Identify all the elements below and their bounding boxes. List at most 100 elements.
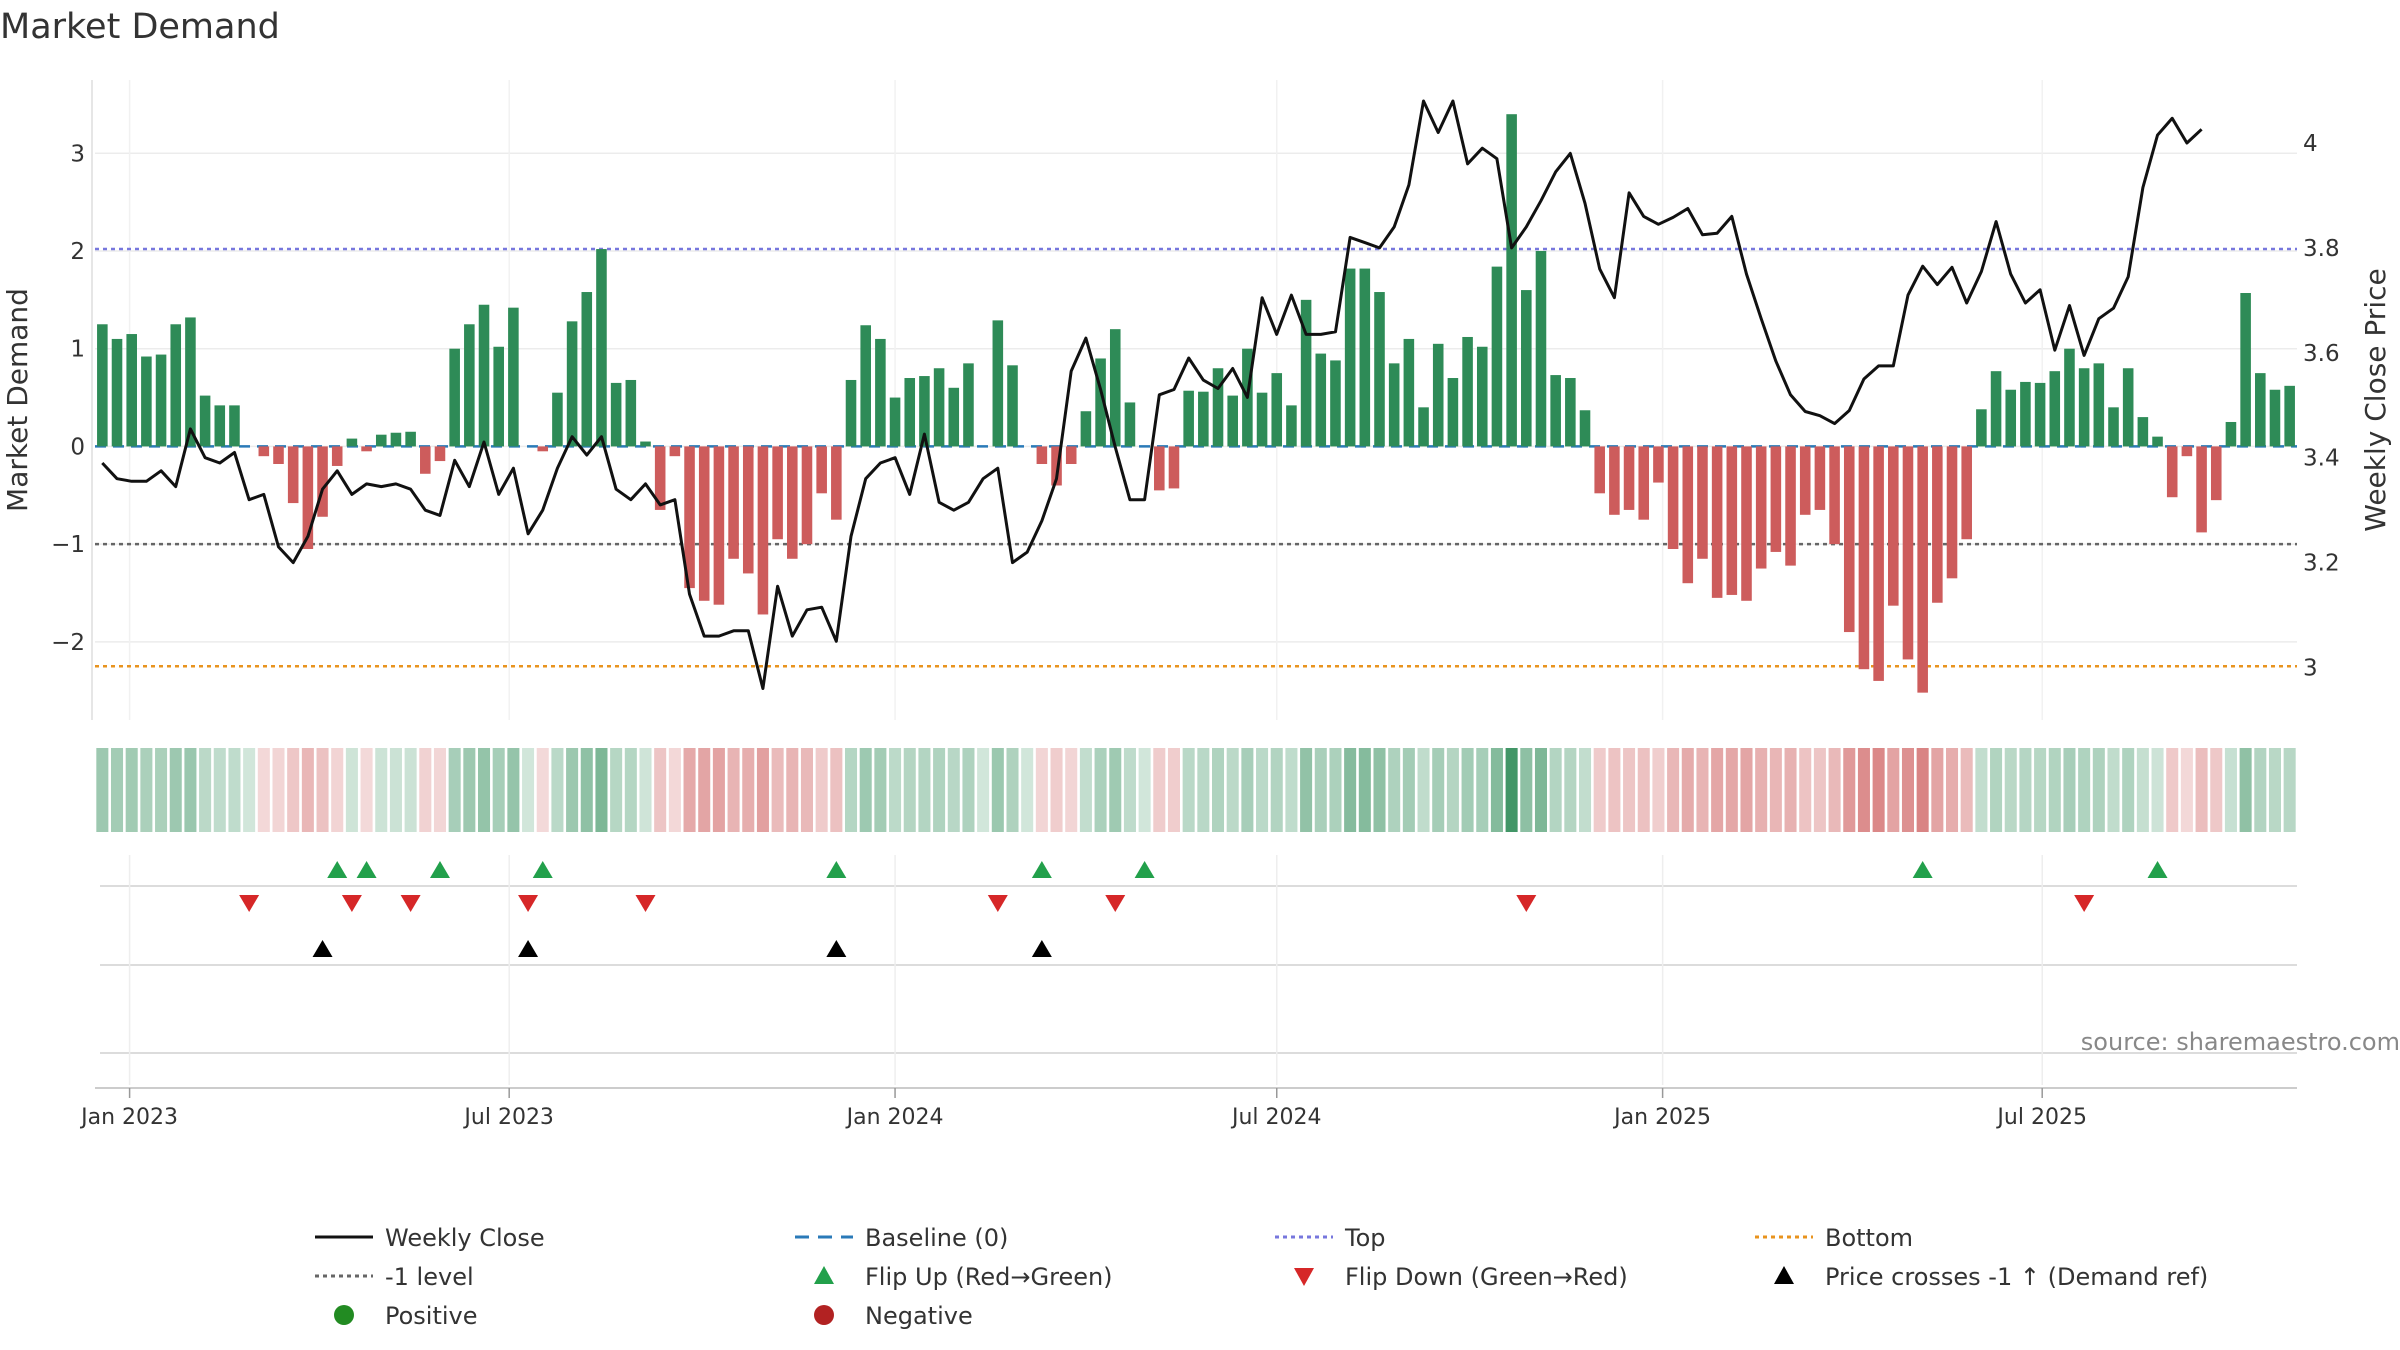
demand-bar xyxy=(1154,446,1165,491)
demand-bar xyxy=(1638,446,1650,520)
demand-bar xyxy=(185,317,196,447)
demand-bar xyxy=(1917,446,1928,693)
heat-cell xyxy=(2004,748,2017,832)
heat-cell xyxy=(360,748,373,832)
demand-bar xyxy=(1124,402,1136,447)
demand-bar xyxy=(1344,268,1356,447)
heat-cell xyxy=(536,748,549,832)
left-axis-label: Market Demand xyxy=(1,288,34,512)
heat-cell xyxy=(331,748,344,832)
demand-bar xyxy=(111,338,123,447)
heat-cell xyxy=(507,748,520,832)
legend-item: Price crosses -1 ↑ (Demand ref) xyxy=(1774,1263,2208,1291)
heat-cell xyxy=(1432,748,1445,832)
demand-bar xyxy=(478,304,490,447)
heat-cell xyxy=(1872,748,1885,832)
legend-label: Positive xyxy=(385,1302,478,1330)
level-lines xyxy=(95,247,2297,668)
demand-bar xyxy=(772,446,783,540)
heat-cell xyxy=(492,748,505,832)
demand-bar xyxy=(141,356,152,447)
heat-cell xyxy=(580,748,593,832)
heat-cell xyxy=(889,748,902,832)
demand-bar xyxy=(2137,417,2149,447)
heat-cell xyxy=(624,748,637,832)
legend-label: Top xyxy=(1344,1224,1386,1252)
heat-cell xyxy=(683,748,696,832)
heat-cell xyxy=(2254,748,2267,832)
legend-label: Negative xyxy=(865,1302,973,1330)
left-tick-label: 1 xyxy=(70,337,85,363)
demand-bar xyxy=(1946,446,1958,579)
demand-bar xyxy=(1506,114,1517,447)
demand-bar xyxy=(1961,446,1972,540)
heat-cell xyxy=(1755,748,1768,832)
demand-bar xyxy=(346,438,358,447)
heat-cell xyxy=(301,748,314,832)
legend-item: Flip Up (Red→Green) xyxy=(814,1263,1113,1291)
heat-cell xyxy=(1681,748,1694,832)
heat-cell xyxy=(1608,748,1621,832)
demand-bar xyxy=(258,446,270,457)
demand-bar xyxy=(2166,446,2178,498)
heat-cell xyxy=(1813,748,1826,832)
demand-bar xyxy=(214,405,226,447)
heat-cell xyxy=(1138,748,1151,832)
demand-bar xyxy=(596,249,607,447)
demand-bar xyxy=(434,446,446,462)
heat-cell xyxy=(947,748,960,832)
right-axis-label: Weekly Close Price xyxy=(2359,268,2392,531)
heat-cell xyxy=(2239,748,2252,832)
demand-bar xyxy=(1315,353,1327,447)
demand-bar xyxy=(698,446,710,601)
demand-bar xyxy=(2108,407,2119,447)
heat-cell xyxy=(1725,748,1738,832)
heat-cell xyxy=(1373,748,1386,832)
flip-down-marker xyxy=(1516,895,1537,912)
heat-cell xyxy=(2224,748,2237,832)
heat-cell xyxy=(272,748,285,832)
demand-bar xyxy=(640,441,651,447)
demand-bar xyxy=(2064,348,2075,447)
legend-item: Flip Down (Green→Red) xyxy=(1294,1263,1628,1291)
right-tick-label: 4 xyxy=(2303,131,2318,157)
heat-cell xyxy=(1006,748,1019,832)
heat-cell xyxy=(184,748,197,832)
heat-cell xyxy=(668,748,681,832)
demand-bar xyxy=(1447,378,1459,447)
demand-bar xyxy=(610,382,622,447)
flip-down-marker xyxy=(341,895,362,912)
demand-bar xyxy=(97,324,108,447)
demand-bar xyxy=(1374,292,1385,447)
demand-bar xyxy=(449,348,460,447)
demand-bar xyxy=(1109,329,1121,447)
right-tick-label: 3.6 xyxy=(2303,341,2340,367)
demand-bar xyxy=(654,446,666,510)
flip-up-marker xyxy=(429,861,450,878)
heat-cell xyxy=(595,748,608,832)
legend-item: Positive xyxy=(334,1302,478,1330)
right-tick-label: 3.4 xyxy=(2303,446,2340,472)
heat-cell xyxy=(727,748,740,832)
demand-bar xyxy=(2034,382,2046,447)
heat-cell xyxy=(2034,748,2047,832)
demand-bar xyxy=(875,338,886,447)
x-tick-label: Jul 2023 xyxy=(462,1105,554,1130)
demand-bar xyxy=(1843,446,1855,633)
heat-cell xyxy=(1446,748,1459,832)
demand-bar xyxy=(1770,446,1782,552)
heat-cell xyxy=(213,748,226,832)
demand-bar xyxy=(992,320,1004,447)
flip-down-marker xyxy=(239,895,260,912)
heat-cell xyxy=(991,748,1004,832)
heat-cell xyxy=(1505,748,1518,832)
heat-cell xyxy=(1300,748,1313,832)
demand-bar xyxy=(2093,363,2105,447)
demand-bars xyxy=(97,114,2295,693)
demand-heat-strip xyxy=(96,748,2296,832)
flip-up-marker xyxy=(1134,861,1155,878)
heat-cell xyxy=(756,748,769,832)
demand-bar xyxy=(787,446,798,559)
heat-cell xyxy=(1843,748,1856,832)
